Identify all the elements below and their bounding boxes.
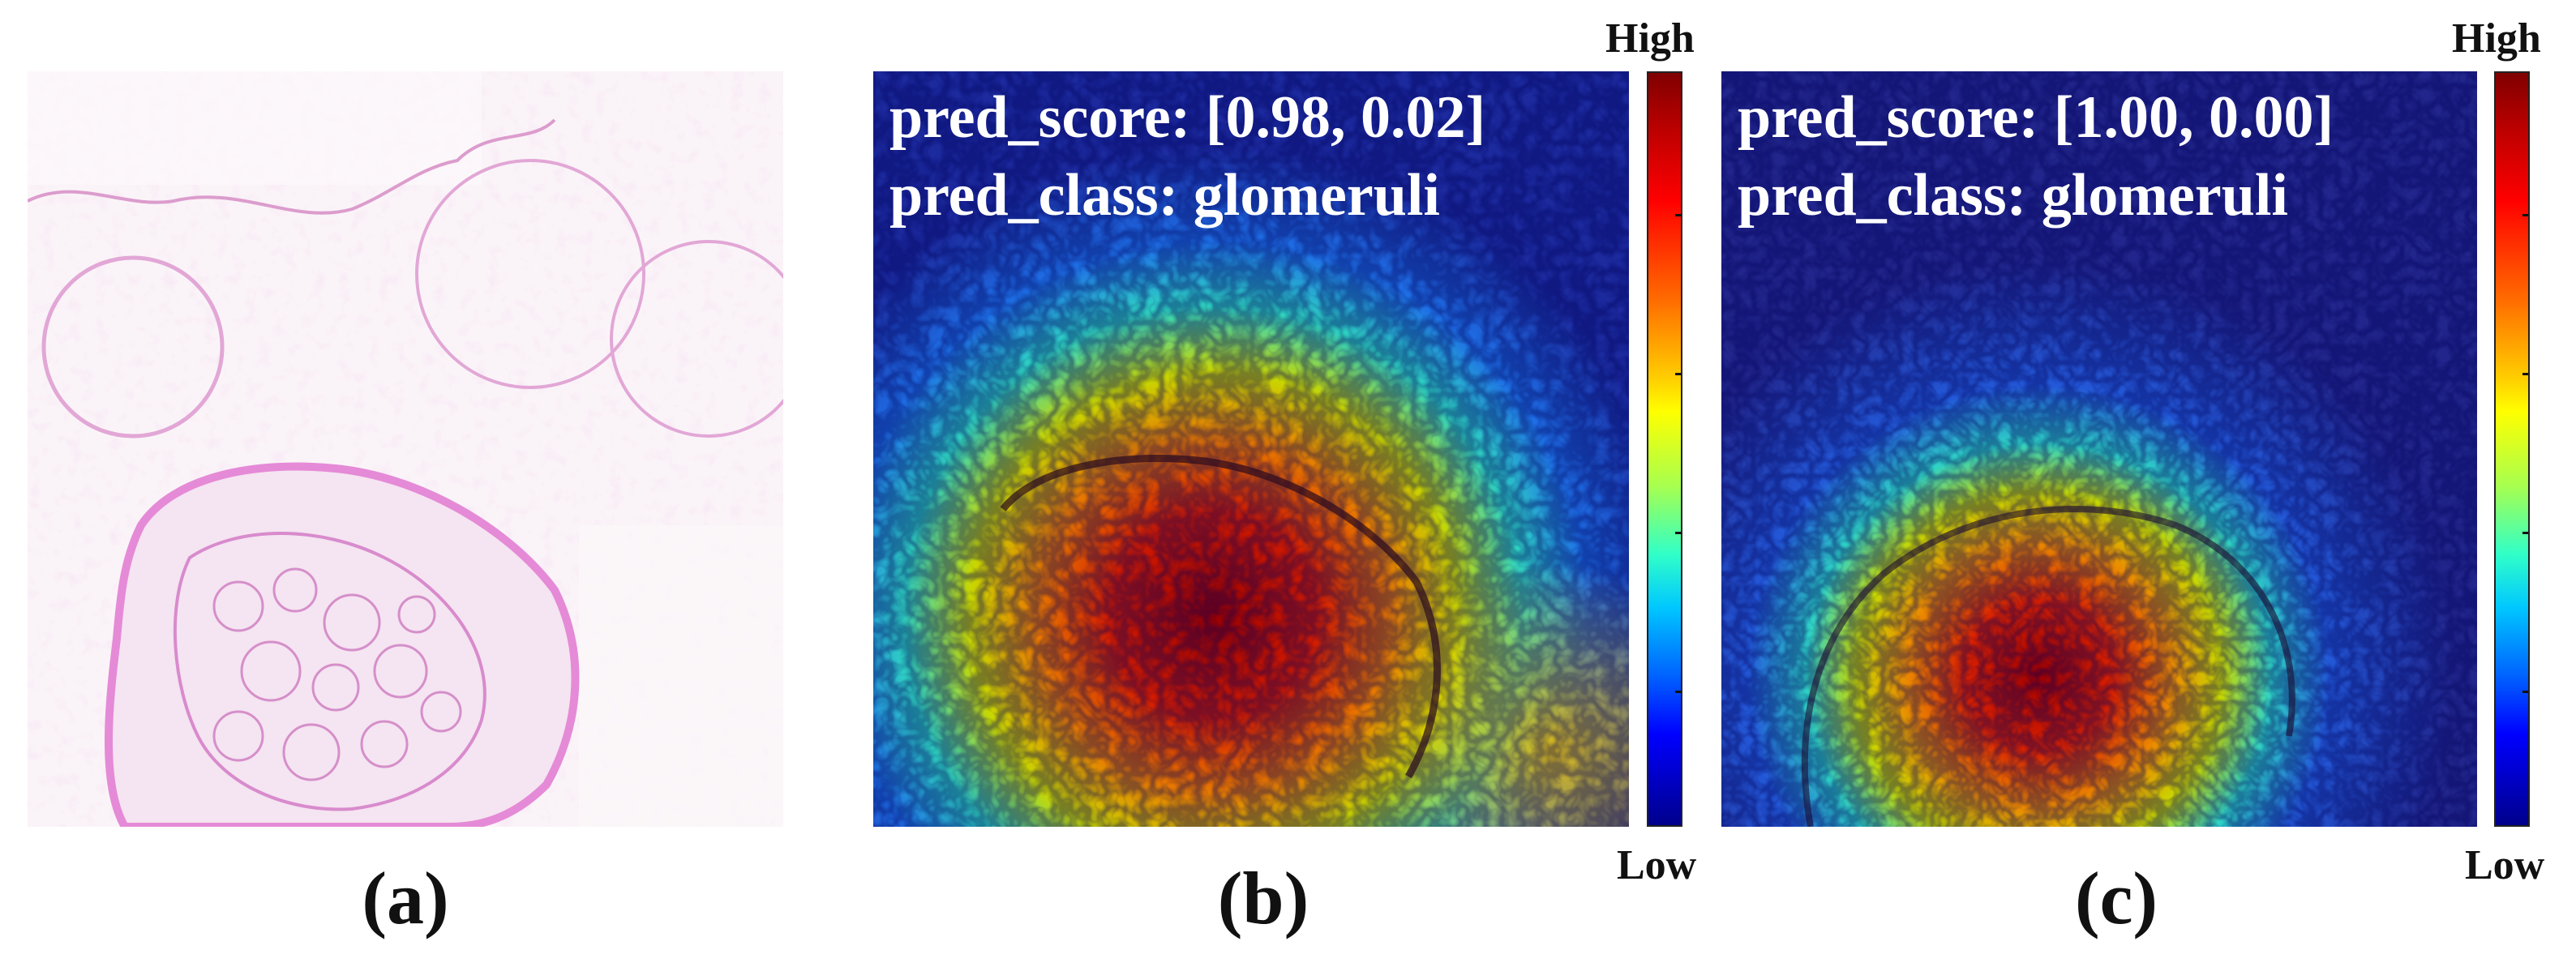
colorbar-tick [2522,532,2528,534]
histology-image [28,71,783,827]
colorbar-c [2494,71,2530,827]
pred-class-text: pred_class: glomeruli [1738,162,2288,229]
colorbar-low-label: Low [2465,842,2545,888]
colorbar-tick [1675,214,1681,216]
heatmap-b: pred_score: [0.98, 0.02] pred_class: glo… [873,71,1629,827]
histology-svg [28,71,783,827]
pred-score-text: pred_score: [0.98, 0.02] [889,84,1486,151]
colorbar-high-label: High [2452,15,2541,62]
pred-score-text: pred_score: [1.00, 0.00] [1738,84,2334,151]
colorbar-tick [2522,691,2528,693]
caption-c: (c) [2074,857,2158,939]
colorbar-low-label: Low [1617,842,1697,888]
colorbar-high-label: High [1605,15,1695,62]
colorbar-tick [1675,691,1681,693]
caption-a: (a) [362,857,449,939]
heatmap-c: pred_score: [1.00, 0.00] pred_class: glo… [1721,71,2477,827]
heatmap-b-svg [873,71,1629,827]
colorbar-tick [2522,214,2528,216]
caption-b: (b) [1217,857,1309,939]
colorbar-b [1647,71,1682,827]
pred-class-text: pred_class: glomeruli [889,162,1440,229]
heatmap-c-svg [1721,71,2477,827]
colorbar-tick [2522,373,2528,375]
colorbar-tick [1675,532,1681,534]
colorbar-tick [1675,373,1681,375]
